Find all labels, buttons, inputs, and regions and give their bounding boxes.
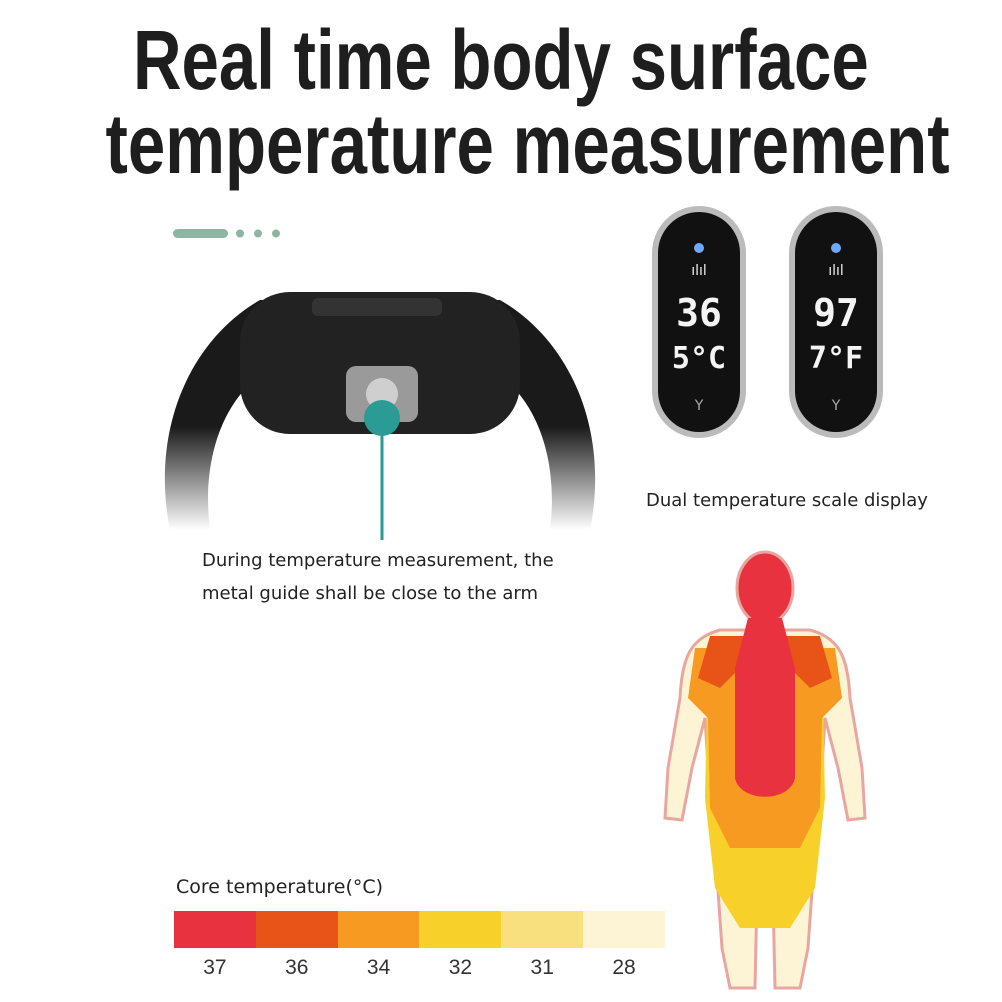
legend-title: Core temperature(°C)	[176, 876, 384, 898]
watch-button	[312, 298, 442, 316]
scale-label: 37	[203, 956, 227, 979]
caption-line: metal guide shall be close to the arm	[202, 583, 539, 604]
indicator-dot[interactable]	[254, 229, 262, 238]
scale-label: 34	[366, 956, 391, 979]
sound-wave-icon: ılıl	[691, 263, 707, 279]
scale-step	[255, 911, 338, 948]
dual-display-illustration: ılıl 36 5°C Y ılıl 97 7°F Y	[652, 206, 883, 438]
indicator-dot[interactable]	[236, 229, 244, 238]
scale-step	[174, 911, 256, 948]
fahrenheit-display: ılıl 97 7°F Y	[789, 206, 883, 438]
display-value-integer: 36	[676, 291, 722, 335]
metal-guide-caption: During temperature measurement, the meta…	[202, 544, 554, 610]
scale-label: 31	[530, 956, 554, 979]
sound-wave-icon: ılıl	[828, 263, 844, 279]
headline-text: Real time body surface	[133, 13, 869, 107]
carousel-indicator[interactable]	[170, 224, 290, 244]
display-value-decimal: 5°C	[672, 341, 726, 376]
scale-labels: 37 36 34 32 31 28	[174, 956, 665, 980]
logo-icon: Y	[694, 398, 704, 414]
watch-body	[240, 292, 520, 434]
scale-step	[337, 911, 420, 948]
caption-line: During temperature measurement, the	[202, 550, 554, 571]
scale-step	[419, 911, 502, 948]
watch-back-illustration	[164, 292, 596, 540]
headline-line-2: temperature measurement	[0, 102, 1002, 186]
dual-scale-caption: Dual temperature scale display	[646, 490, 928, 511]
display-value-decimal: 7°F	[809, 341, 863, 376]
scale-step	[583, 911, 665, 948]
scale-label: 36	[285, 956, 309, 979]
indicator-active[interactable]	[173, 229, 228, 238]
indicator-dot[interactable]	[272, 229, 280, 238]
core-region	[735, 618, 795, 797]
sensor-pointer-dot	[364, 400, 400, 436]
temperature-color-scale	[174, 911, 665, 948]
celsius-display: ılıl 36 5°C Y	[652, 206, 746, 438]
scale-label: 32	[448, 956, 473, 979]
display-value-integer: 97	[813, 291, 859, 335]
body-temperature-figure	[663, 550, 867, 990]
scale-label: 28	[612, 956, 636, 979]
headline-text: temperature measurement	[105, 97, 950, 191]
logo-icon: Y	[831, 398, 841, 414]
scale-step	[501, 911, 584, 948]
headline-line-1: Real time body surface	[0, 18, 1002, 102]
